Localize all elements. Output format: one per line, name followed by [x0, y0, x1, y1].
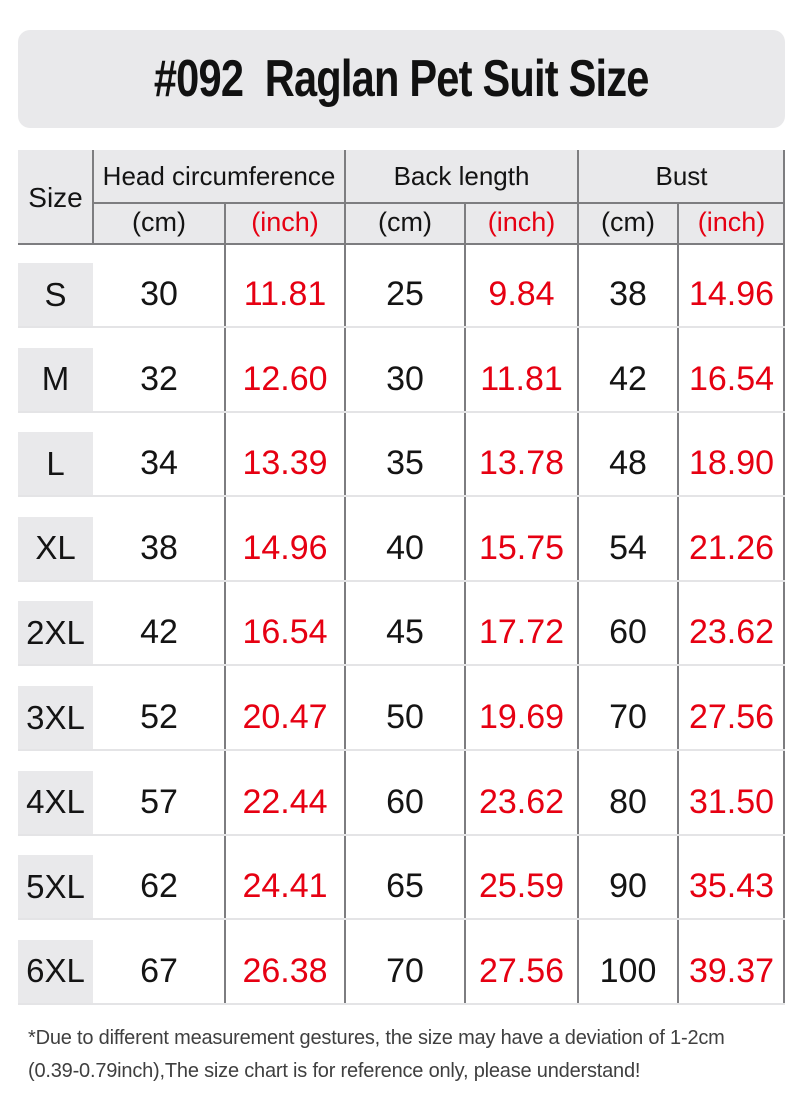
inch-value-cell: 23.62	[688, 613, 775, 652]
footnote-line: (0.39-0.79inch),The size chart is for re…	[28, 1060, 641, 1082]
size-cell: 3XL	[18, 686, 93, 749]
table-row: M 32 12.60 30 11.81 42 16.54	[18, 347, 785, 413]
cm-value-cell: 54	[609, 528, 647, 567]
footnote-line: *Due to different measurement gestures, …	[28, 1027, 725, 1049]
size-column-header: Size	[28, 181, 83, 213]
inch-value-cell: 27.56	[688, 698, 775, 736]
size-cell: XL	[18, 516, 93, 580]
cm-value-cell: 90	[609, 867, 647, 906]
inch-value-cell: 26.38	[242, 951, 328, 990]
cm-value-cell: 30	[140, 275, 178, 313]
grid-line-horizontal	[18, 243, 785, 245]
size-cell: 2XL	[18, 601, 93, 665]
inch-value-cell: 13.78	[478, 444, 565, 483]
table-row: 4XL 57 22.44 60 23.62 80 31.50	[18, 770, 785, 836]
cm-value-cell: 48	[609, 444, 647, 483]
cm-value-cell: 60	[386, 782, 424, 821]
inch-value-cell: 11.81	[480, 359, 563, 398]
unit-header-inch: (inch)	[487, 207, 556, 237]
cm-value-cell: 45	[386, 613, 424, 652]
unit-header-cm: (cm)	[132, 207, 186, 237]
size-cell: S	[18, 263, 93, 326]
page-title: #092 Raglan Pet Suit Size	[154, 50, 650, 108]
cm-value-cell: 65	[386, 867, 424, 906]
table-row: 3XL 52 20.47 50 19.69 70 27.56	[18, 686, 785, 751]
inch-value-cell: 16.54	[242, 613, 328, 652]
table-row: S 30 11.81 25 9.84 38 14.96	[18, 263, 785, 328]
cm-value-cell: 60	[609, 613, 647, 652]
cm-value-cell: 30	[386, 359, 424, 398]
table-row: 2XL 42 16.54 45 17.72 60 23.62	[18, 601, 785, 667]
group-header-bust: Bust	[655, 160, 708, 191]
cm-value-cell: 62	[140, 867, 178, 906]
cm-value-cell: 35	[386, 444, 424, 483]
cm-value-cell: 42	[609, 359, 647, 398]
table-row: L 34 13.39 35 13.78 48 18.90	[18, 432, 785, 498]
grid-line-horizontal	[93, 202, 785, 204]
inch-value-cell: 17.72	[478, 613, 565, 652]
inch-value-cell: 14.96	[688, 275, 775, 313]
inch-value-cell: 19.69	[478, 698, 565, 736]
grid-line-vertical	[464, 202, 466, 1005]
unit-header-inch: (inch)	[251, 207, 319, 237]
inch-value-cell: 24.41	[242, 867, 328, 906]
size-cell: 4XL	[18, 770, 93, 834]
cm-value-cell: 40	[386, 528, 424, 567]
grid-line-vertical	[224, 202, 226, 1005]
inch-value-cell: 15.75	[478, 528, 565, 567]
inch-value-cell: 20.47	[242, 698, 328, 736]
grid-line-vertical	[577, 150, 579, 1005]
grid-line-vertical	[92, 150, 94, 245]
unit-header-cm: (cm)	[601, 207, 655, 237]
cm-value-cell: 80	[609, 782, 647, 821]
grid-line-vertical	[783, 150, 785, 1005]
group-header-back-length: Back length	[393, 160, 530, 191]
cm-value-cell: 32	[140, 359, 178, 398]
grid-line-vertical	[344, 150, 346, 1005]
table-header-background	[18, 150, 785, 245]
cm-value-cell: 70	[609, 698, 647, 736]
cm-value-cell: 50	[386, 698, 424, 736]
table-row: 6XL 67 26.38 70 27.56 100 39.37	[18, 939, 785, 1005]
inch-value-cell: 23.62	[478, 782, 565, 821]
table-row: XL 38 14.96 40 15.75 54 21.26	[18, 516, 785, 582]
cm-value-cell: 100	[599, 951, 657, 990]
inch-value-cell: 31.50	[688, 782, 775, 821]
cm-value-cell: 38	[140, 528, 178, 567]
inch-value-cell: 27.56	[478, 951, 565, 990]
inch-value-cell: 13.39	[242, 444, 328, 483]
inch-value-cell: 9.84	[488, 275, 555, 313]
size-cell: 6XL	[18, 939, 93, 1003]
table-row: 5XL 62 24.41 65 25.59 90 35.43	[18, 855, 785, 921]
cm-value-cell: 42	[140, 613, 178, 652]
unit-header-cm: (cm)	[378, 207, 432, 237]
inch-value-cell: 39.37	[688, 951, 775, 990]
cm-value-cell: 57	[140, 782, 178, 821]
grid-line-vertical	[677, 202, 679, 1005]
unit-header-inch: (inch)	[697, 207, 766, 237]
inch-value-cell: 21.26	[688, 528, 775, 567]
inch-value-cell: 18.90	[688, 444, 775, 483]
size-cell: M	[18, 347, 93, 411]
size-cell: L	[18, 432, 93, 496]
size-chart-table: Size Head circumference Back length Bust…	[18, 150, 785, 1005]
cm-value-cell: 67	[140, 951, 178, 990]
title-banner: #092 Raglan Pet Suit Size	[18, 30, 785, 128]
cm-value-cell: 34	[140, 444, 178, 483]
inch-value-cell: 11.81	[243, 275, 327, 313]
group-header-head-circumference: Head circumference	[102, 160, 336, 191]
inch-value-cell: 25.59	[478, 867, 565, 906]
inch-value-cell: 22.44	[242, 782, 328, 821]
footnote: *Due to different measurement gestures, …	[28, 1022, 790, 1088]
cm-value-cell: 38	[609, 275, 647, 313]
inch-value-cell: 16.54	[688, 359, 775, 398]
cm-value-cell: 52	[140, 698, 178, 736]
size-cell: 5XL	[18, 855, 93, 919]
inch-value-cell: 35.43	[688, 867, 775, 906]
cm-value-cell: 70	[386, 951, 424, 990]
inch-value-cell: 14.96	[242, 528, 328, 567]
inch-value-cell: 12.60	[242, 359, 328, 398]
cm-value-cell: 25	[386, 275, 424, 313]
